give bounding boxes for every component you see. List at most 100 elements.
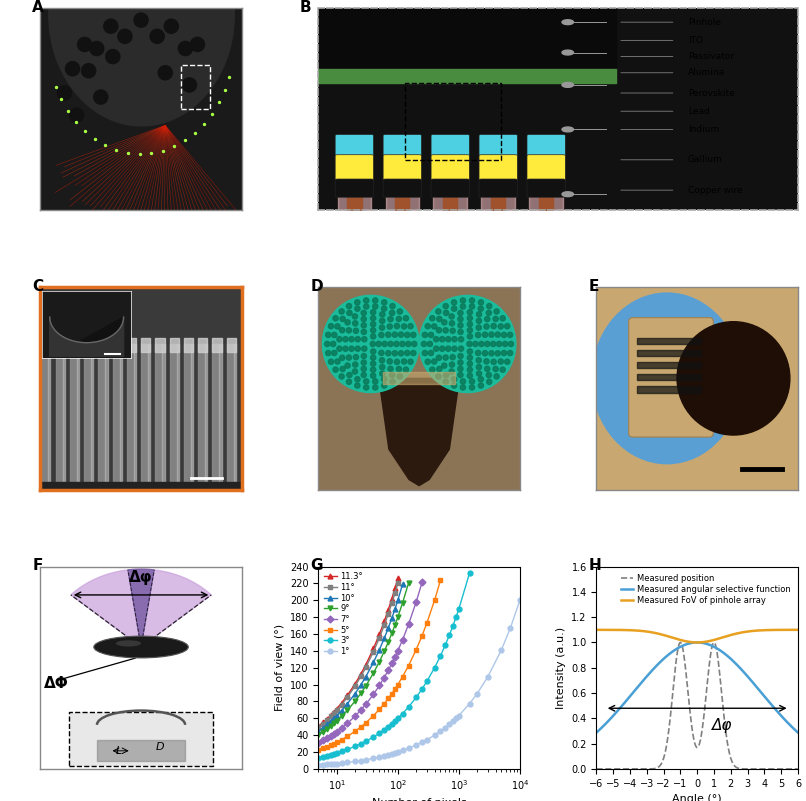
- Point: [61, 105, 74, 118]
- Circle shape: [405, 332, 410, 337]
- Circle shape: [505, 359, 510, 364]
- Circle shape: [495, 351, 501, 356]
- FancyBboxPatch shape: [479, 135, 517, 157]
- Circle shape: [439, 346, 445, 352]
- Circle shape: [372, 379, 378, 384]
- Circle shape: [361, 316, 367, 322]
- Circle shape: [458, 316, 463, 322]
- 1°: [445, 719, 455, 729]
- FancyBboxPatch shape: [527, 135, 565, 157]
- Circle shape: [428, 350, 434, 356]
- 9°: [337, 711, 347, 721]
- 5°: [418, 631, 427, 641]
- 11°: [356, 671, 366, 681]
- Measured angular selective function: [673, 643, 683, 653]
- Circle shape: [487, 379, 492, 384]
- Circle shape: [347, 379, 351, 384]
- Circle shape: [382, 341, 387, 347]
- Point: [69, 115, 82, 128]
- Circle shape: [381, 300, 387, 305]
- Measured angular selective function: [753, 683, 762, 693]
- Circle shape: [347, 310, 352, 316]
- 5°: [390, 684, 400, 694]
- Circle shape: [484, 324, 489, 329]
- 9°: [332, 716, 342, 726]
- Point: [145, 147, 158, 159]
- 3°: [404, 702, 413, 712]
- Line: 1°: 1°: [316, 598, 522, 767]
- Measured position: [793, 764, 803, 774]
- Circle shape: [362, 336, 367, 342]
- 7°: [332, 727, 342, 736]
- 11°: [387, 598, 397, 608]
- Text: Δφ: Δφ: [129, 570, 153, 585]
- 9°: [390, 620, 400, 630]
- Circle shape: [352, 369, 358, 374]
- Circle shape: [494, 374, 499, 379]
- X-axis label: Number of pixels: Number of pixels: [372, 798, 467, 801]
- 5°: [337, 735, 347, 745]
- Circle shape: [484, 341, 490, 347]
- Circle shape: [467, 361, 472, 366]
- Circle shape: [349, 346, 354, 352]
- Circle shape: [408, 324, 413, 329]
- Circle shape: [178, 42, 193, 55]
- 7°: [387, 658, 397, 668]
- Circle shape: [333, 316, 339, 321]
- FancyBboxPatch shape: [431, 179, 469, 197]
- FancyBboxPatch shape: [335, 179, 373, 197]
- Circle shape: [458, 323, 463, 328]
- Point: [213, 96, 226, 109]
- Circle shape: [389, 310, 395, 316]
- 5°: [384, 694, 393, 703]
- Circle shape: [347, 328, 351, 333]
- 7°: [380, 673, 389, 682]
- Circle shape: [439, 336, 445, 342]
- 10°: [351, 689, 360, 698]
- Circle shape: [371, 310, 376, 315]
- Circle shape: [431, 324, 437, 329]
- Measured position: [613, 764, 622, 774]
- Circle shape: [498, 324, 504, 329]
- Circle shape: [326, 350, 330, 356]
- Circle shape: [331, 350, 337, 356]
- Circle shape: [495, 332, 501, 337]
- Measured angular selective function: [749, 678, 758, 688]
- Circle shape: [443, 355, 448, 360]
- Circle shape: [479, 341, 484, 347]
- Circle shape: [380, 371, 385, 376]
- Circle shape: [501, 332, 507, 337]
- Line: 11°: 11°: [316, 581, 401, 730]
- Text: G: G: [310, 558, 323, 574]
- Circle shape: [106, 50, 120, 63]
- Circle shape: [493, 316, 498, 321]
- Circle shape: [380, 318, 384, 324]
- Measured FoV of pinhole array: [680, 636, 690, 646]
- Circle shape: [476, 371, 482, 376]
- 5°: [398, 672, 408, 682]
- Circle shape: [487, 304, 492, 308]
- Circle shape: [362, 346, 367, 352]
- Text: C: C: [32, 280, 44, 294]
- 1°: [411, 740, 421, 750]
- Measured position: [675, 638, 685, 647]
- 11°: [326, 711, 335, 721]
- 3°: [332, 748, 342, 758]
- Circle shape: [491, 341, 496, 347]
- 5°: [351, 727, 360, 736]
- Circle shape: [467, 316, 472, 321]
- Circle shape: [476, 350, 480, 356]
- Circle shape: [361, 329, 367, 335]
- Circle shape: [494, 309, 499, 314]
- Circle shape: [134, 13, 148, 27]
- 11°: [384, 609, 393, 618]
- Circle shape: [353, 355, 359, 360]
- 5°: [435, 576, 445, 586]
- 10°: [387, 614, 397, 623]
- FancyBboxPatch shape: [383, 179, 422, 197]
- Text: Pinhole: Pinhole: [688, 18, 721, 26]
- Circle shape: [343, 346, 348, 352]
- Circle shape: [443, 304, 448, 308]
- 3°: [465, 568, 475, 578]
- Circle shape: [89, 42, 104, 55]
